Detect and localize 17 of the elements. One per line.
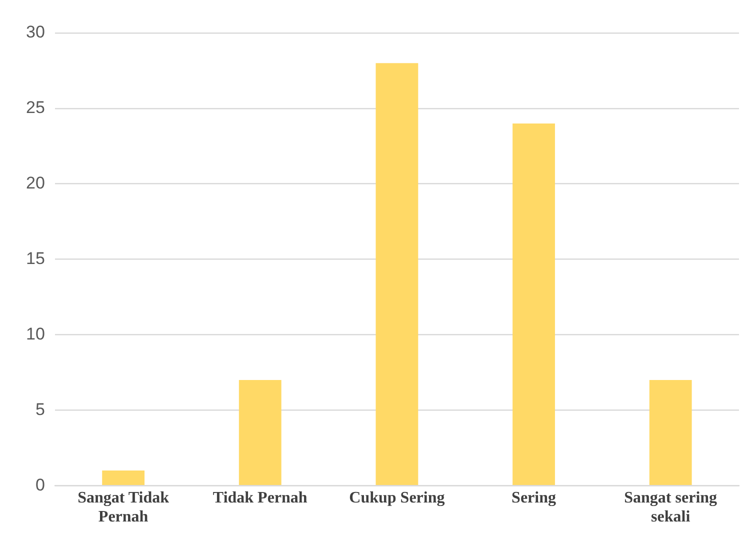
y-tick-label: 15 xyxy=(26,248,45,268)
y-tick-label: 10 xyxy=(26,324,45,344)
y-tick-label: 5 xyxy=(35,400,45,419)
x-tick-label: Cukup Sering xyxy=(349,489,445,506)
x-tick-label: Tidak Pernah xyxy=(212,489,308,506)
bar xyxy=(102,470,145,485)
y-tick-label: 25 xyxy=(26,98,45,118)
x-tick-label: Sering xyxy=(512,489,556,506)
bar xyxy=(238,380,282,485)
x-tick-label: Sangat Tidak Pernah xyxy=(78,489,170,526)
y-tick-label: 20 xyxy=(26,174,45,193)
bar xyxy=(649,380,692,485)
x-tick-label: Sangat sering sekali xyxy=(624,489,718,526)
y-tick-label: 30 xyxy=(26,22,45,42)
bar xyxy=(376,63,418,485)
bar xyxy=(512,124,555,485)
y-tick-label: 0 xyxy=(35,475,45,494)
